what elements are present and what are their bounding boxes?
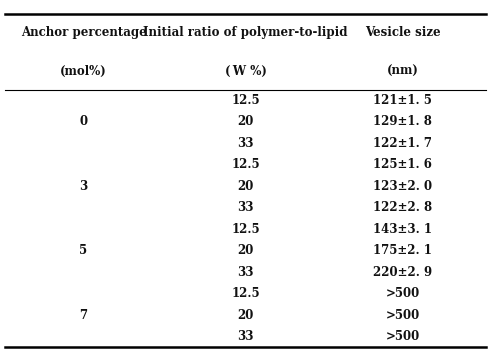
- Text: 122±1. 7: 122±1. 7: [373, 137, 432, 150]
- Text: 12.5: 12.5: [231, 287, 260, 300]
- Text: 33: 33: [237, 266, 254, 279]
- Text: 12.5: 12.5: [231, 223, 260, 236]
- Text: ( W %): ( W %): [224, 65, 267, 78]
- Text: 20: 20: [237, 180, 254, 193]
- Text: 33: 33: [237, 330, 254, 343]
- Text: 220±2. 9: 220±2. 9: [373, 266, 432, 279]
- Text: >500: >500: [385, 287, 420, 300]
- Text: 20: 20: [237, 309, 254, 321]
- Text: 12.5: 12.5: [231, 158, 260, 171]
- Text: (nm): (nm): [387, 65, 418, 78]
- Text: 5: 5: [80, 244, 87, 257]
- Text: 125±1. 6: 125±1. 6: [373, 158, 432, 171]
- Text: (mol%): (mol%): [60, 65, 107, 78]
- Text: 123±2. 0: 123±2. 0: [373, 180, 432, 193]
- Text: 122±2. 8: 122±2. 8: [373, 201, 432, 214]
- Text: 121±1. 5: 121±1. 5: [373, 94, 432, 107]
- Text: 129±1. 8: 129±1. 8: [373, 115, 432, 128]
- Text: >500: >500: [385, 309, 420, 321]
- Text: 7: 7: [80, 309, 87, 321]
- Text: >500: >500: [385, 330, 420, 343]
- Text: 33: 33: [237, 201, 254, 214]
- Text: Vesicle size: Vesicle size: [365, 26, 440, 39]
- Text: 20: 20: [237, 244, 254, 257]
- Text: Initial ratio of polymer-to-lipid: Initial ratio of polymer-to-lipid: [143, 26, 348, 39]
- Text: 0: 0: [80, 115, 87, 128]
- Text: 143±3. 1: 143±3. 1: [373, 223, 432, 236]
- Text: 20: 20: [237, 115, 254, 128]
- Text: 3: 3: [80, 180, 87, 193]
- Text: 33: 33: [237, 137, 254, 150]
- Text: 12.5: 12.5: [231, 94, 260, 107]
- Text: Anchor percentage: Anchor percentage: [21, 26, 146, 39]
- Text: 175±2. 1: 175±2. 1: [373, 244, 432, 257]
